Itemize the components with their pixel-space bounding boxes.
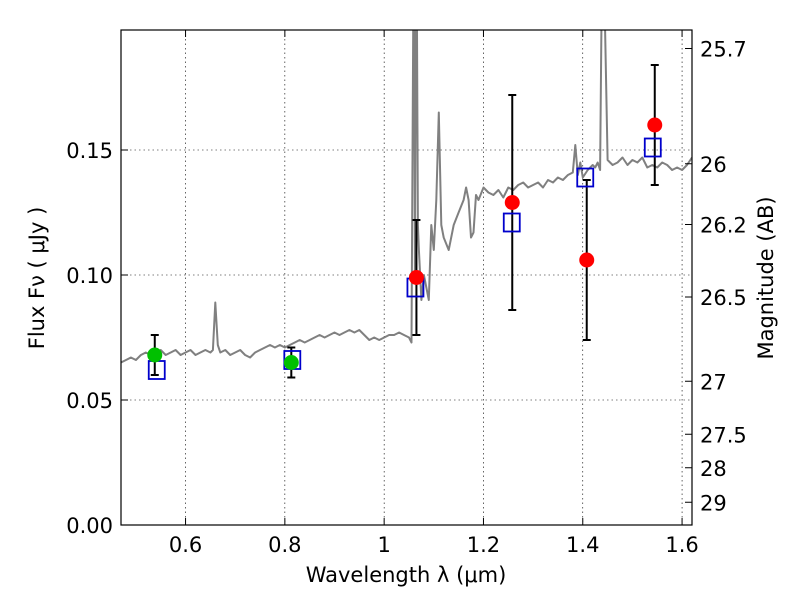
x-tick-label: 0.8 [268, 533, 301, 557]
model-photometry-square [576, 167, 595, 188]
plot-area [121, 30, 692, 380]
y-tick-label: 0.10 [66, 264, 113, 288]
observed-red-point [647, 117, 663, 133]
right-axis-label: Magnitude (AB) [754, 196, 778, 359]
right-tick-label: 26.5 [700, 286, 747, 310]
observed-green-point [147, 347, 163, 363]
right-tick-label: 26.2 [700, 214, 747, 238]
right-tick-label: 25.7 [700, 38, 747, 62]
x-tick-label: 0.6 [169, 533, 202, 557]
right-tick-label: 28 [700, 457, 727, 481]
grid [121, 30, 692, 525]
observed-red-point [579, 252, 595, 268]
y-tick-label: 0.00 [66, 514, 113, 538]
plot-frame [120, 29, 693, 526]
right-tick-label: 26 [700, 153, 727, 177]
x-tick-label: 1.4 [566, 533, 599, 557]
observed-green-point [283, 355, 299, 370]
x-tick-label: 1 [377, 533, 390, 557]
x-axis-label: Wavelength λ (μm) [306, 563, 507, 587]
right-tick-label: 27 [700, 370, 727, 394]
spectrum-line [121, 30, 692, 364]
axes: 0.6 0.8 1 1.2 1.4 1.6 0.00 0.05 0.10 0.15 25.7 26 26… [66, 30, 747, 557]
model-photometry-square [502, 212, 521, 233]
y-tick-label: 0.15 [66, 139, 113, 163]
right-tick-label: 29 [700, 491, 727, 515]
y-tick-label: 0.05 [66, 389, 113, 413]
model-photometry-square [643, 137, 662, 158]
observed-red-point [504, 195, 520, 210]
x-tick-label: 1.2 [467, 533, 500, 557]
observed-red-point [408, 270, 424, 285]
y-axis-label: Flux Fν ( μJy ) [25, 207, 49, 350]
right-tick-label: 27.5 [700, 423, 747, 447]
x-tick-label: 1.6 [665, 533, 698, 557]
